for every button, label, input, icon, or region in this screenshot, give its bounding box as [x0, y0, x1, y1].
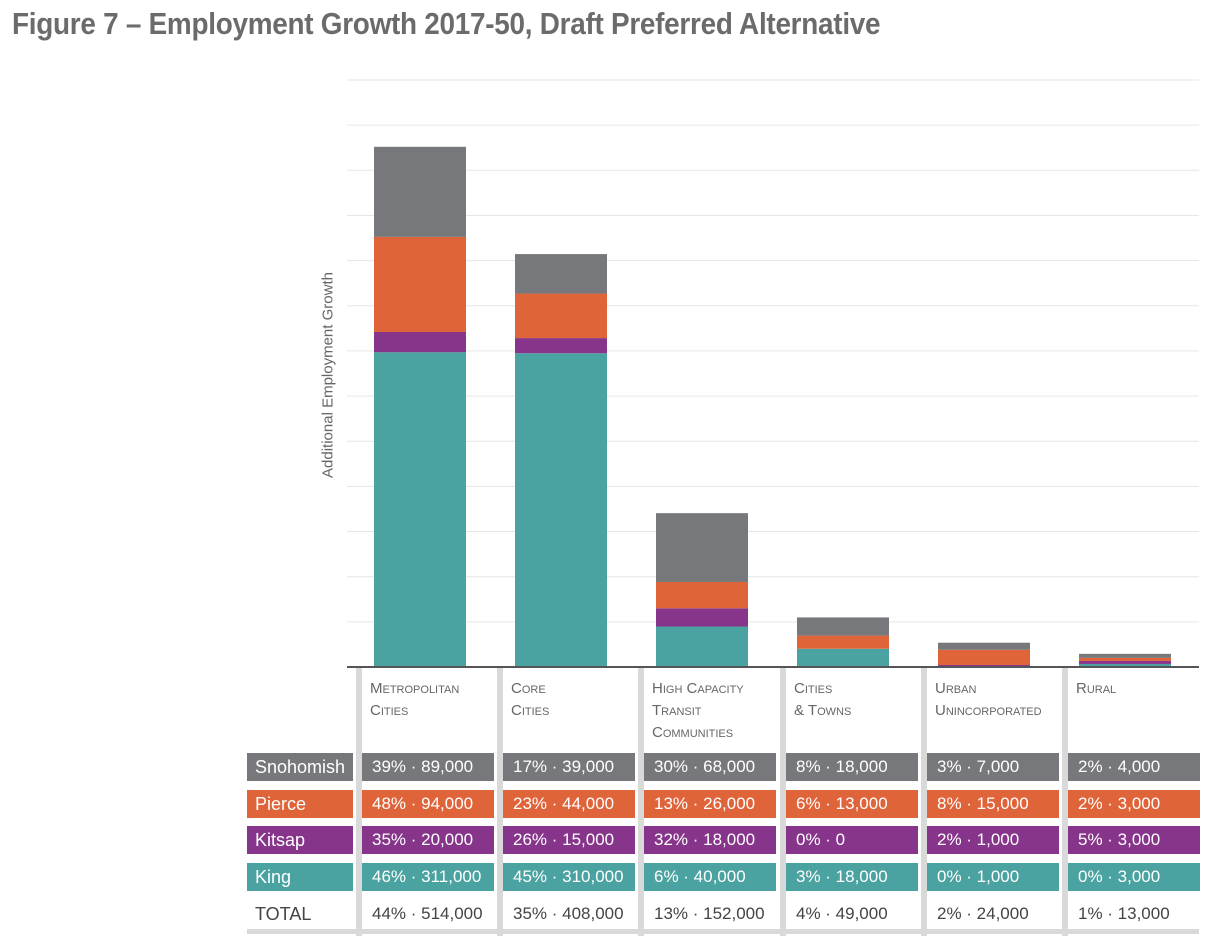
bar-segment-pierce: [656, 581, 748, 609]
column-separator: [356, 668, 362, 936]
bar-segment-pierce: [1079, 657, 1171, 661]
category-label: Cities & Towns: [794, 678, 924, 722]
bar-segment-snohomish: [374, 146, 466, 237]
category-label-line: High Capacity: [652, 680, 744, 697]
table-cell: 26% · 15,000: [503, 826, 635, 854]
column-separator: [497, 668, 503, 936]
table-cell: 2% · 3,000: [1068, 790, 1200, 818]
table-cell: 13% · 26,000: [644, 790, 776, 818]
category-label: Rural: [1076, 678, 1206, 700]
bar-segment-kitsap: [938, 664, 1030, 666]
bar-segment-king: [1079, 663, 1171, 667]
row-label-king: King: [247, 863, 353, 891]
table-cell: 17% · 39,000: [503, 753, 635, 781]
chart-title: Figure 7 – Employment Growth 2017-50, Dr…: [12, 6, 881, 41]
category-label-line: Urban: [935, 680, 977, 697]
table-cell: 3% · 18,000: [786, 863, 918, 891]
table-cell: 30% · 68,000: [644, 753, 776, 781]
column-separator: [1062, 668, 1068, 936]
row-label-snohomish: Snohomish: [247, 753, 353, 781]
y-axis-label: Additional Employment Growth: [319, 272, 337, 478]
table-cell: 0% · 0: [786, 826, 918, 854]
bar-segment-snohomish: [938, 642, 1030, 650]
table-cell: 0% · 3,000: [1068, 863, 1200, 891]
bar-segment-king: [374, 352, 466, 667]
column-separator: [780, 668, 786, 936]
column-separator: [921, 668, 927, 936]
category-label-line: Cities: [511, 702, 550, 719]
bar-segment-pierce: [515, 293, 607, 339]
category-label: Core Cities: [511, 678, 641, 722]
category-label-line: Cities: [794, 680, 833, 697]
bar-segment-snohomish: [1079, 653, 1171, 658]
table-cell: 48% · 94,000: [362, 790, 494, 818]
category-label-line: Rural: [1076, 680, 1117, 697]
table-cell: 2% · 4,000: [1068, 753, 1200, 781]
bar-segment-kitsap: [515, 338, 607, 354]
table-cell: 6% · 13,000: [786, 790, 918, 818]
bar-segment-snohomish: [656, 513, 748, 582]
table-cell: 2% · 1,000: [927, 826, 1059, 854]
table-cell: 8% · 18,000: [786, 753, 918, 781]
table-cell: 6% · 40,000: [644, 863, 776, 891]
table-cell: 1% · 13,000: [1068, 900, 1200, 928]
row-label-pierce: Pierce: [247, 790, 353, 818]
bar-segment-snohomish: [515, 254, 607, 294]
table-cell: 46% · 311,000: [362, 863, 494, 891]
bar-segment-king: [797, 648, 889, 667]
column-separator: [638, 668, 644, 936]
bar-segment-king: [515, 353, 607, 667]
category-label: High Capacity Transit Communities: [652, 678, 782, 744]
table-cell: 3% · 7,000: [927, 753, 1059, 781]
bar-segment-kitsap: [1079, 660, 1171, 664]
table-cell: 0% · 1,000: [927, 863, 1059, 891]
category-label: Urban Unincorporated: [935, 678, 1065, 722]
bar-segment-pierce: [938, 649, 1030, 665]
table-cell: 23% · 44,000: [503, 790, 635, 818]
category-label-line: Communities: [652, 724, 734, 741]
category-label-line: Transit: [652, 702, 702, 719]
row-label-total: TOTAL: [247, 900, 353, 928]
table-cell: 32% · 18,000: [644, 826, 776, 854]
table-cell: 35% · 20,000: [362, 826, 494, 854]
category-label-line: Core: [511, 680, 546, 697]
table-cell: 44% · 514,000: [362, 900, 494, 928]
table-cell: 13% · 152,000: [644, 900, 776, 928]
bar-segment-pierce: [374, 236, 466, 333]
category-label-line: Metropolitan: [370, 680, 460, 697]
category-label: Metropolitan Cities: [370, 678, 500, 722]
category-label-line: Cities: [370, 702, 409, 719]
bar-segment-kitsap: [656, 608, 748, 627]
table-cell: 2% · 24,000: [927, 900, 1059, 928]
bar-segment-pierce: [797, 635, 889, 649]
bar-segment-king: [656, 626, 748, 667]
table-cell: 8% · 15,000: [927, 790, 1059, 818]
table-cell: 45% · 310,000: [503, 863, 635, 891]
table-bottom-rule: [247, 929, 1199, 934]
bar-segment-kitsap: [374, 332, 466, 353]
category-label-line: Unincorporated: [935, 702, 1042, 719]
bar-segment-snohomish: [797, 617, 889, 636]
category-label-line: & Towns: [794, 702, 852, 719]
row-label-kitsap: Kitsap: [247, 826, 353, 854]
table-cell: 35% · 408,000: [503, 900, 635, 928]
table-cell: 4% · 49,000: [786, 900, 918, 928]
table-cell: 39% · 89,000: [362, 753, 494, 781]
table-cell: 5% · 3,000: [1068, 826, 1200, 854]
